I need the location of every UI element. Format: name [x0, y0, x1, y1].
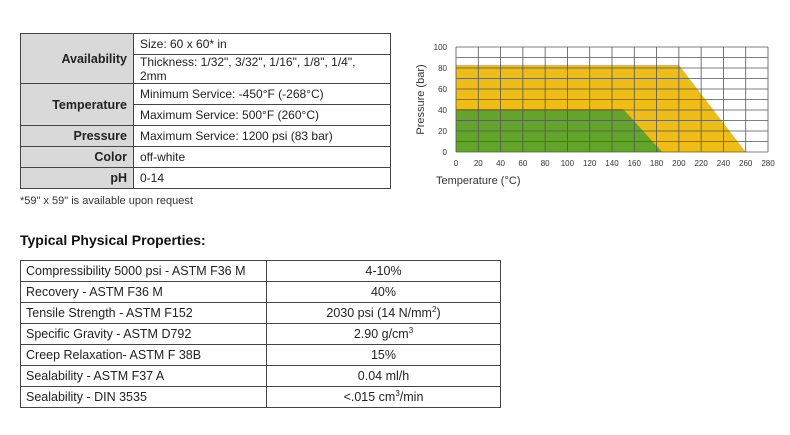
x-tick-label: 280	[761, 159, 775, 168]
property-value: 40%	[266, 281, 501, 303]
property-name: Tensile Strength - ASTM F152	[20, 302, 267, 324]
property-row: Sealability - DIN 3535 <.015 cm3/min	[20, 386, 501, 408]
property-value: 0.04 ml/h	[266, 365, 501, 387]
property-value-suffix: /min	[399, 390, 424, 405]
spec-row: Maximum Service: 500°F (260°C)	[21, 104, 391, 126]
x-tick-label: 80	[541, 159, 550, 168]
property-value-text: 0.04 ml/h	[357, 369, 410, 383]
spec-label: Color	[20, 146, 134, 168]
x-tick-label: 240	[717, 159, 731, 168]
property-name: Compressibility 5000 psi - ASTM F36 M	[20, 260, 267, 282]
property-name: Sealability - ASTM F37 A	[20, 365, 267, 387]
property-value-superscript: 3	[395, 389, 400, 399]
spec-value: Maximum Service: 500°F (260°C)	[133, 104, 391, 126]
spec-label: Pressure	[20, 125, 134, 147]
spec-value: Maximum Service: 1200 psi (83 bar)	[133, 125, 391, 147]
spec-row: Color off-white	[20, 146, 391, 168]
property-value: <.015 cm3/min	[266, 386, 501, 408]
x-tick-label: 120	[583, 159, 597, 168]
y-tick-label: 0	[443, 148, 448, 157]
property-name: Creep Relaxation- ASTM F 38B	[20, 344, 267, 366]
y-tick-label: 80	[438, 64, 447, 73]
y-tick-label: 20	[438, 127, 447, 136]
spec-value: Size: 60 x 60* in	[133, 33, 391, 55]
chart-grid	[455, 46, 769, 153]
x-tick-label: 160	[628, 159, 642, 168]
spec-row: Pressure Maximum Service: 1200 psi (83 ba…	[20, 125, 391, 147]
x-tick-label: 220	[694, 159, 708, 168]
property-row: Sealability - ASTM F37 A 0.04 ml/h	[20, 365, 501, 387]
property-row: Tensile Strength - ASTM F152 2030 psi (14…	[20, 302, 501, 324]
physical-properties-table: Compressibility 5000 psi - ASTM F36 M 4-1…	[20, 260, 501, 408]
property-name: Specific Gravity - ASTM D792	[20, 323, 267, 345]
y-tick-labels: 0 20 40 60 80 100	[434, 43, 448, 157]
property-value-text: 40%	[370, 285, 397, 299]
property-value-text: 4-10%	[365, 264, 402, 278]
spec-value: 0-14	[133, 167, 391, 189]
spec-label: pH	[20, 167, 134, 189]
physical-properties-title: Typical Physical Properties:	[20, 232, 206, 248]
y-axis-label: Pressure (bar)	[415, 64, 427, 134]
property-value: 4-10%	[266, 260, 501, 282]
property-value-text: 2.90 g/cm	[353, 327, 409, 342]
property-row: Recovery - ASTM F36 M 40%	[20, 281, 501, 303]
property-value-suffix: )	[436, 306, 441, 321]
y-tick-label: 40	[438, 106, 447, 115]
x-tick-label: 100	[561, 159, 575, 168]
x-axis-label: Temperature (°C)	[436, 175, 520, 187]
specifications-table: Availability Size: 60 x 60* in Thickness: …	[20, 33, 391, 189]
property-value-text: 15%	[370, 348, 397, 362]
availability-footnote: *59" x 59" is available upon request	[20, 195, 193, 207]
chart-series-group	[456, 64, 746, 152]
spec-value: Thickness: 1/32", 3/32", 1/16", 1/8", 1/…	[133, 54, 391, 84]
x-tick-label: 0	[454, 159, 459, 168]
spec-label: Availability	[20, 33, 134, 84]
spec-value: off-white	[133, 146, 391, 168]
property-row: Compressibility 5000 psi - ASTM F36 M 4-1…	[20, 260, 501, 282]
spec-value: Minimum Service: -450°F (-268°C)	[133, 83, 391, 105]
x-tick-label: 180	[650, 159, 664, 168]
spec-row: Temperature Minimum Service: -450°F (-268…	[20, 83, 391, 126]
property-row: Creep Relaxation- ASTM F 38B 15%	[20, 344, 501, 366]
property-row: Specific Gravity - ASTM D792 2.90 g/cm3	[20, 323, 501, 345]
x-tick-label: 260	[739, 159, 753, 168]
property-value-text: 2030 psi (14 N/mm	[326, 306, 432, 321]
x-tick-label: 20	[474, 159, 483, 168]
spec-row: Availability Size: 60 x 60* in	[20, 33, 391, 84]
x-tick-label: 200	[672, 159, 686, 168]
property-name: Recovery - ASTM F36 M	[20, 281, 267, 303]
x-tick-label: 40	[496, 159, 505, 168]
property-value: 15%	[266, 344, 501, 366]
pressure-temperature-chart: 0 20 40 60 80 100 120 140 160 180 200 220 240 260 280 …	[415, 43, 775, 187]
property-value: 2.90 g/cm3	[266, 323, 501, 345]
property-name: Sealability - DIN 3535	[20, 386, 267, 408]
x-tick-label: 60	[518, 159, 527, 168]
property-value-superscript: 3	[408, 326, 414, 336]
y-tick-label: 60	[438, 85, 447, 94]
property-value-superscript: 2	[431, 305, 437, 315]
property-value-text: <.015 cm	[343, 390, 396, 405]
x-tick-labels: 0 20 40 60 80 100 120 140 160 180 200 220 240 260 280	[454, 159, 775, 168]
property-value: 2030 psi (14 N/mm2)	[266, 302, 501, 324]
x-tick-label: 140	[605, 159, 619, 168]
spec-label: Temperature	[20, 83, 134, 126]
y-tick-label: 100	[434, 43, 448, 52]
spec-row: Thickness: 1/32", 3/32", 1/16", 1/8", 1/…	[21, 54, 391, 84]
spec-row: pH 0-14	[20, 167, 391, 189]
